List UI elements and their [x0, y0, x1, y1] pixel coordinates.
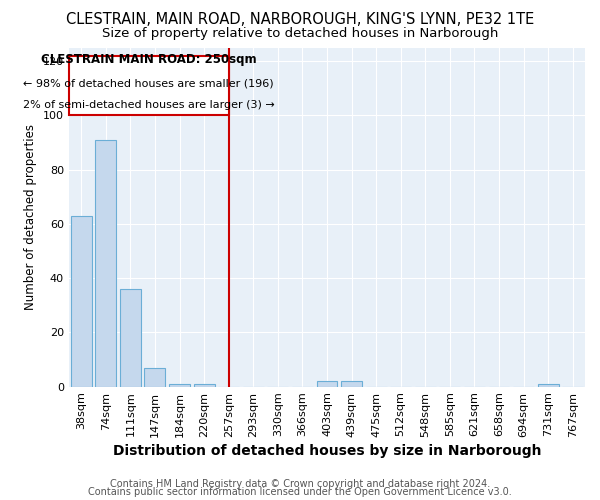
Bar	[71, 216, 92, 386]
Bar	[95, 140, 116, 386]
Bar	[538, 384, 559, 386]
X-axis label: Distribution of detached houses by size in Narborough: Distribution of detached houses by size …	[113, 444, 541, 458]
Bar	[145, 368, 166, 386]
Bar	[169, 384, 190, 386]
Text: CLESTRAIN MAIN ROAD: 250sqm: CLESTRAIN MAIN ROAD: 250sqm	[41, 54, 257, 66]
Text: ← 98% of detached houses are smaller (196): ← 98% of detached houses are smaller (19…	[23, 78, 274, 88]
Y-axis label: Number of detached properties: Number of detached properties	[25, 124, 37, 310]
Text: Contains public sector information licensed under the Open Government Licence v3: Contains public sector information licen…	[88, 487, 512, 497]
Text: Size of property relative to detached houses in Narborough: Size of property relative to detached ho…	[102, 28, 498, 40]
Text: CLESTRAIN, MAIN ROAD, NARBOROUGH, KING'S LYNN, PE32 1TE: CLESTRAIN, MAIN ROAD, NARBOROUGH, KING'S…	[66, 12, 534, 28]
Text: Contains HM Land Registry data © Crown copyright and database right 2024.: Contains HM Land Registry data © Crown c…	[110, 479, 490, 489]
Bar	[194, 384, 215, 386]
Text: 2% of semi-detached houses are larger (3) →: 2% of semi-detached houses are larger (3…	[23, 100, 275, 110]
FancyBboxPatch shape	[69, 56, 229, 116]
Bar	[317, 382, 337, 386]
Bar	[341, 382, 362, 386]
Bar	[120, 289, 141, 386]
